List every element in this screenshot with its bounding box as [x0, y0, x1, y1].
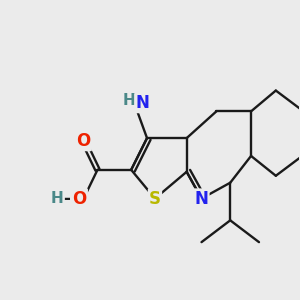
Text: O: O	[76, 132, 91, 150]
Text: N: N	[135, 94, 149, 112]
Text: -: -	[63, 190, 70, 208]
Text: S: S	[149, 190, 161, 208]
Text: H: H	[122, 93, 135, 108]
Text: N: N	[195, 190, 208, 208]
Text: H: H	[50, 191, 63, 206]
Text: O: O	[73, 190, 87, 208]
